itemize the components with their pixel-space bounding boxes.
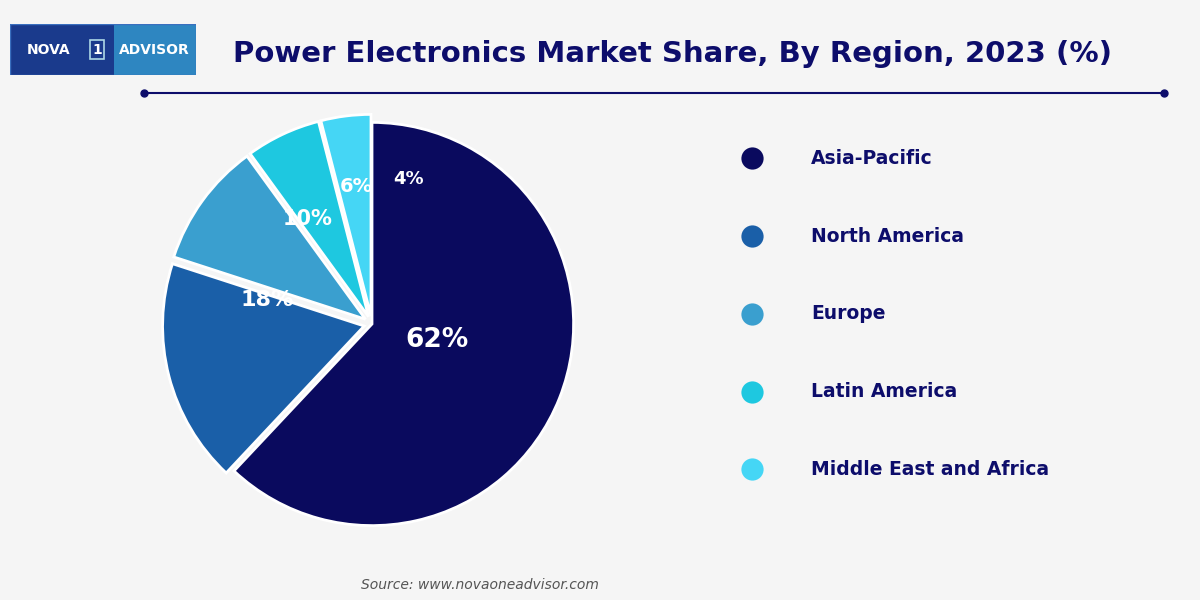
Text: Power Electronics Market Share, By Region, 2023 (%): Power Electronics Market Share, By Regio… bbox=[233, 40, 1111, 68]
Bar bbox=[10, 24, 114, 75]
Text: Latin America: Latin America bbox=[811, 382, 958, 401]
Text: 62%: 62% bbox=[404, 327, 468, 353]
Text: Europe: Europe bbox=[811, 304, 886, 323]
Text: NOVA: NOVA bbox=[26, 43, 71, 56]
Text: North America: North America bbox=[811, 227, 965, 245]
Text: Asia-Pacific: Asia-Pacific bbox=[811, 149, 932, 168]
Wedge shape bbox=[320, 115, 371, 316]
Text: Middle East and Africa: Middle East and Africa bbox=[811, 460, 1049, 479]
Text: 1: 1 bbox=[92, 43, 102, 56]
Bar bbox=[114, 24, 196, 75]
Text: ADVISOR: ADVISOR bbox=[119, 43, 190, 56]
Wedge shape bbox=[250, 121, 368, 317]
Text: Source: www.novaoneadvisor.com: Source: www.novaoneadvisor.com bbox=[361, 578, 599, 592]
Text: 18%: 18% bbox=[240, 290, 294, 310]
Wedge shape bbox=[174, 156, 366, 319]
Wedge shape bbox=[234, 122, 574, 526]
Text: 10%: 10% bbox=[282, 209, 332, 229]
Text: 4%: 4% bbox=[392, 170, 424, 188]
Text: 6%: 6% bbox=[340, 178, 372, 196]
Wedge shape bbox=[162, 264, 364, 473]
